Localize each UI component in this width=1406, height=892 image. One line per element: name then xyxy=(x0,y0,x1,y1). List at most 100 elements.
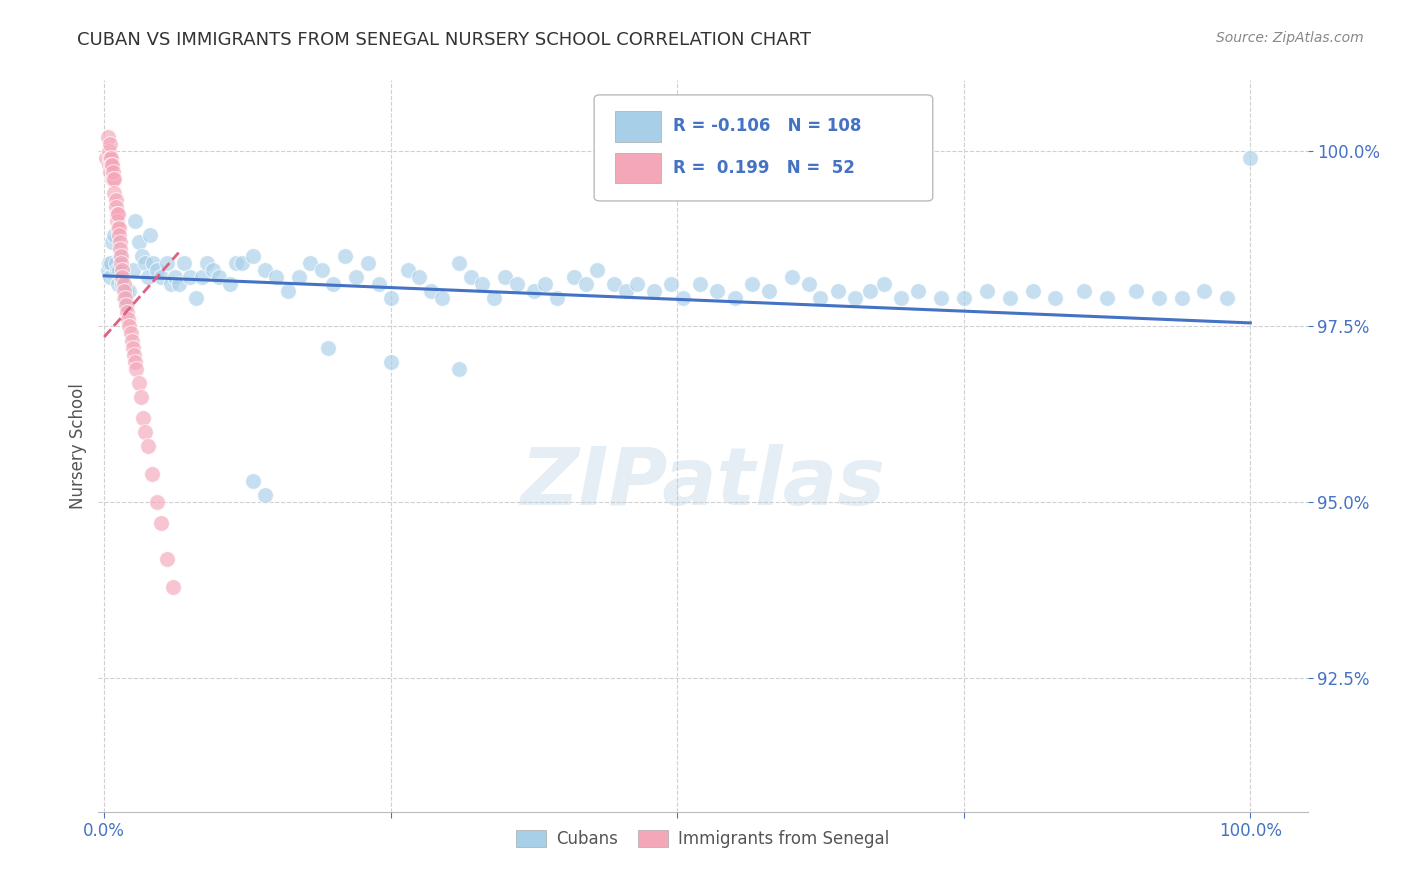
Point xyxy=(408,270,430,285)
Point xyxy=(277,285,299,299)
Point xyxy=(167,277,190,292)
Point xyxy=(225,256,247,270)
Point xyxy=(124,214,146,228)
Point xyxy=(626,277,648,292)
Point xyxy=(117,312,139,326)
Point xyxy=(1073,285,1095,299)
Point xyxy=(107,277,129,292)
Point xyxy=(1147,291,1170,305)
Point xyxy=(108,242,131,256)
Point xyxy=(432,291,454,305)
Point xyxy=(264,270,287,285)
Point xyxy=(105,207,128,221)
Point xyxy=(976,285,998,299)
Point xyxy=(780,270,803,285)
Point xyxy=(104,193,127,207)
Point xyxy=(97,158,120,172)
Point xyxy=(115,298,138,312)
Point xyxy=(110,270,132,285)
Point xyxy=(758,285,780,299)
Point xyxy=(101,158,124,172)
Point xyxy=(723,291,745,305)
Point xyxy=(100,256,122,270)
Point xyxy=(139,227,162,242)
Point xyxy=(449,256,471,270)
Point xyxy=(146,263,169,277)
Point xyxy=(103,227,125,242)
Point xyxy=(195,256,218,270)
Point xyxy=(107,221,129,235)
Point xyxy=(357,256,380,270)
Bar xyxy=(614,153,661,184)
Point xyxy=(111,263,134,277)
Point xyxy=(128,376,150,390)
Point xyxy=(1194,285,1216,299)
Point xyxy=(103,171,125,186)
Point xyxy=(114,291,136,305)
Point xyxy=(101,235,124,249)
Point xyxy=(311,263,333,277)
Point xyxy=(952,291,974,305)
Point xyxy=(108,235,131,249)
Point xyxy=(242,249,264,263)
Point xyxy=(115,298,138,312)
Point xyxy=(844,291,866,305)
Legend: Cubans, Immigrants from Senegal: Cubans, Immigrants from Senegal xyxy=(510,823,896,855)
Point xyxy=(111,270,134,285)
Point xyxy=(115,305,138,319)
Point xyxy=(108,249,131,263)
Point xyxy=(110,256,132,270)
Point xyxy=(115,285,138,299)
Point xyxy=(112,285,135,299)
Point xyxy=(112,277,135,292)
Point xyxy=(827,285,849,299)
Text: R =  0.199   N =  52: R = 0.199 N = 52 xyxy=(672,159,855,177)
Point xyxy=(111,277,134,292)
Point xyxy=(586,263,609,277)
Point xyxy=(121,334,143,348)
Point xyxy=(184,291,207,305)
Text: ZIPatlas: ZIPatlas xyxy=(520,443,886,522)
Point xyxy=(643,285,665,299)
Point xyxy=(368,277,391,292)
Point xyxy=(107,207,129,221)
Point xyxy=(1239,151,1261,165)
Point xyxy=(208,270,231,285)
Point xyxy=(134,425,156,439)
Point xyxy=(128,235,150,249)
Point xyxy=(344,270,367,285)
Point xyxy=(125,361,148,376)
Point xyxy=(706,285,728,299)
Point xyxy=(202,263,225,277)
Point xyxy=(103,186,125,200)
Point xyxy=(614,285,637,299)
Point xyxy=(546,291,568,305)
Point xyxy=(333,249,356,263)
Point xyxy=(136,270,159,285)
Text: CUBAN VS IMMIGRANTS FROM SENEGAL NURSERY SCHOOL CORRELATION CHART: CUBAN VS IMMIGRANTS FROM SENEGAL NURSERY… xyxy=(77,31,811,49)
Point xyxy=(173,256,195,270)
Point xyxy=(523,285,546,299)
Point xyxy=(872,277,894,292)
Point xyxy=(132,410,155,425)
Point xyxy=(859,285,882,299)
Point xyxy=(104,256,127,270)
Point xyxy=(661,277,683,292)
Point xyxy=(110,249,132,263)
Point xyxy=(97,256,120,270)
Point xyxy=(253,263,276,277)
Point xyxy=(98,151,121,165)
Point xyxy=(146,495,169,509)
Point xyxy=(460,270,482,285)
Point xyxy=(112,291,135,305)
Point xyxy=(1216,291,1239,305)
Point xyxy=(101,171,124,186)
Point xyxy=(907,285,929,299)
Point xyxy=(150,516,173,531)
Bar xyxy=(614,111,661,142)
Point xyxy=(118,285,141,299)
Point xyxy=(396,263,419,277)
Point xyxy=(1021,285,1043,299)
Point xyxy=(322,277,344,292)
Point xyxy=(136,439,159,453)
